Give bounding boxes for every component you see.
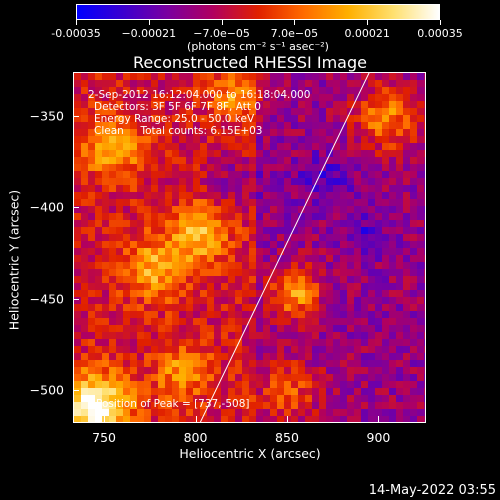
- detectors-text: Detectors: 3F 5F 6F 7F 8F, Att 0: [94, 101, 261, 113]
- x-tick-label: 850: [275, 430, 299, 445]
- x-axis-title: Heliocentric X (arcsec): [179, 446, 321, 461]
- peak-position-text: Position of Peak = [737,-508]: [96, 398, 250, 410]
- y-tick: [73, 207, 79, 209]
- solar-limb-line: [199, 73, 370, 422]
- y-tick-label: −450: [29, 291, 64, 307]
- colorbar-tick-label: -0.00035: [51, 27, 101, 40]
- timestamp: 14-May-2022 03:55: [368, 483, 496, 498]
- y-tick: [73, 115, 79, 117]
- energy-range-text: Energy Range: 25.0 - 50.0 keV: [94, 113, 255, 125]
- y-tick-label: −350: [29, 108, 64, 124]
- colorbar-units: (photons cm⁻² s⁻¹ asec⁻²): [187, 40, 329, 53]
- colorbar-tick-label: 0.00035: [417, 27, 463, 40]
- x-tick: [286, 416, 288, 422]
- time-range-text: 2-Sep-2012 16:12:04.000 to 16:18:04.000: [88, 89, 311, 101]
- y-tick: [73, 390, 79, 392]
- colorbar-tick-label: −0.00021: [121, 27, 177, 40]
- y-tick-label: −500: [29, 382, 64, 398]
- clean-counts-text: Clean Total counts: 6.15E+03: [94, 125, 263, 137]
- x-tick: [195, 416, 197, 422]
- colorbar-tick-label: 0.00021: [344, 27, 390, 40]
- x-tick-label: 800: [183, 430, 208, 445]
- colorbar-tick-label: −7.0e−05: [193, 27, 250, 40]
- plot-title: Reconstructed RHESSI Image: [133, 53, 367, 72]
- colorbar-tick-label: 7.0e−05: [270, 27, 319, 40]
- x-tick-label: 900: [366, 430, 391, 445]
- x-tick: [378, 416, 380, 422]
- colorbar: [76, 4, 440, 20]
- colorbar-tick: [294, 20, 296, 25]
- image-plot[interactable]: 2-Sep-2012 16:12:04.000 to 16:18:04.000 …: [73, 72, 426, 423]
- colorbar-tick: [221, 20, 223, 25]
- x-tick: [104, 416, 106, 422]
- colorbar-tick: [76, 20, 77, 25]
- y-tick: [73, 298, 79, 300]
- y-axis-title: Heliocentric Y (arcsec): [6, 189, 22, 331]
- colorbar-tick: [367, 20, 369, 25]
- rhessi-image: [74, 73, 425, 422]
- x-tick-label: 750: [92, 430, 117, 445]
- colorbar-tick: [148, 20, 150, 25]
- y-tick-label: −400: [29, 199, 64, 215]
- colorbar-tick: [440, 20, 441, 25]
